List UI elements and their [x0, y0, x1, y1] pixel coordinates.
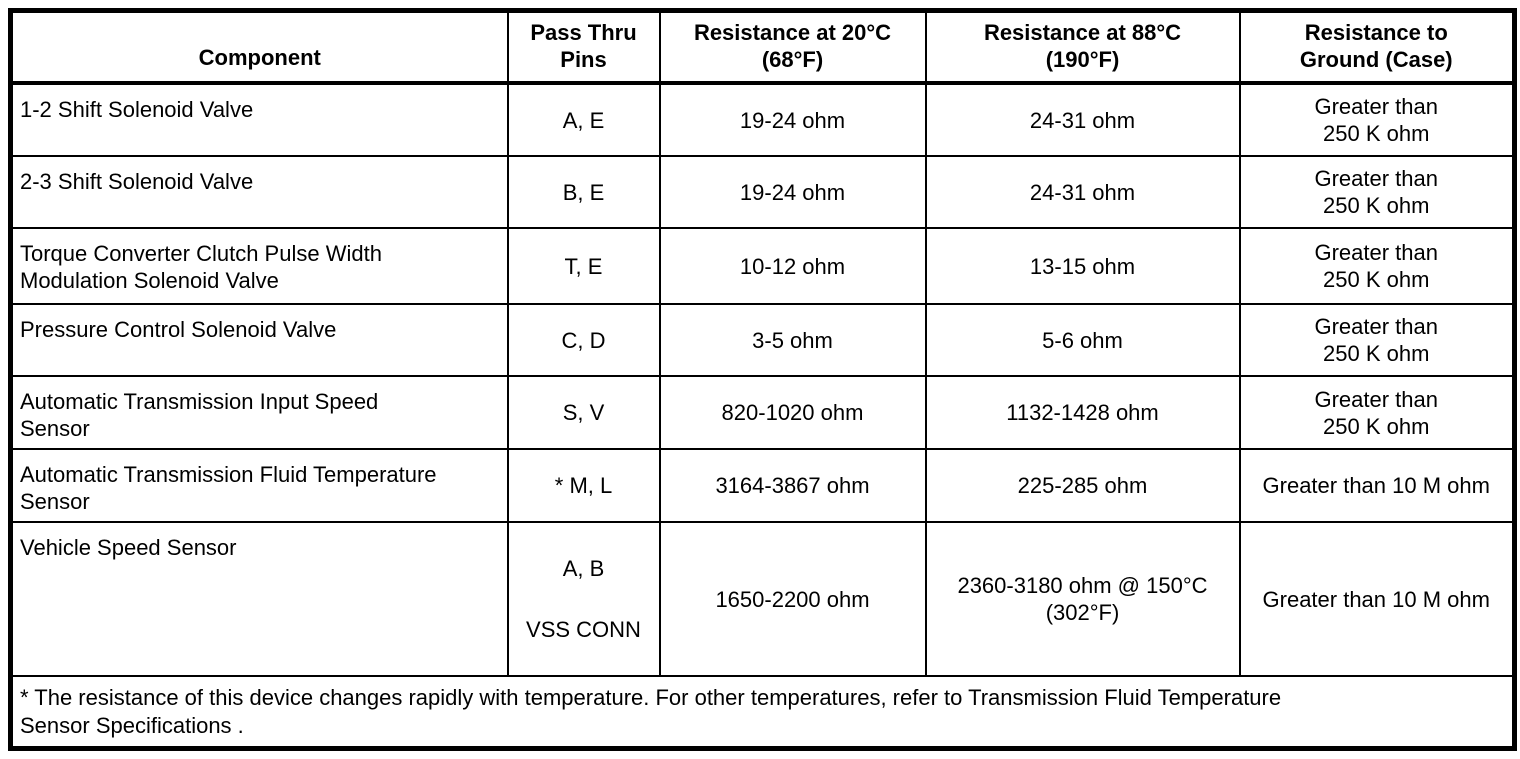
pins-stack: A, B VSS CONN — [513, 552, 655, 646]
cell-resistance-88c: 24-31 ohm — [924, 82, 1241, 157]
cell-pass-thru-pins: A, E — [506, 82, 661, 157]
cell-resistance-88c: 225-285 ohm — [924, 448, 1241, 523]
cell-resistance-88c: 5-6 ohm — [924, 303, 1241, 377]
table-row: Pressure Control Solenoid Valve C, D 3-5… — [9, 303, 1516, 377]
column-header-resistance-ground: Resistance to Ground (Case) — [1238, 9, 1516, 85]
footnote-row: * The resistance of this device changes … — [9, 675, 1516, 750]
table-row: Vehicle Speed Sensor A, B VSS CONN 1650-… — [9, 521, 1516, 677]
cell-resistance-20c: 1650-2200 ohm — [658, 521, 927, 677]
cell-component: Pressure Control Solenoid Valve — [9, 303, 509, 377]
footnote: * The resistance of this device changes … — [9, 675, 1516, 750]
column-header-resistance-20c: Resistance at 20°C (68°F) — [658, 9, 927, 85]
cell-pins-primary: A, B — [562, 556, 605, 581]
cell-pins-secondary: VSS CONN — [526, 617, 641, 642]
cell-resistance-ground: Greater than 250 K ohm — [1238, 375, 1516, 450]
cell-resistance-88c: 2360-3180 ohm @ 150°C (302°F) — [924, 521, 1241, 677]
column-header-pass-thru-pins: Pass Thru Pins — [506, 9, 661, 85]
cell-resistance-20c: 3164-3867 ohm — [658, 448, 927, 523]
cell-resistance-ground: Greater than 250 K ohm — [1238, 82, 1516, 157]
resistance-spec-table: Component Pass Thru Pins Resistance at 2… — [8, 8, 1517, 751]
cell-resistance-ground: Greater than 10 M ohm — [1238, 521, 1516, 677]
cell-resistance-ground: Greater than 250 K ohm — [1238, 303, 1516, 377]
cell-resistance-20c: 3-5 ohm — [658, 303, 927, 377]
column-header-resistance-88c: Resistance at 88°C (190°F) — [924, 9, 1241, 85]
cell-pass-thru-pins: A, B VSS CONN — [506, 521, 661, 677]
cell-pass-thru-pins: S, V — [506, 375, 661, 450]
table-row: Torque Converter Clutch Pulse Width Modu… — [9, 227, 1516, 305]
cell-resistance-20c: 10-12 ohm — [658, 227, 927, 305]
header-row: Component Pass Thru Pins Resistance at 2… — [9, 9, 1516, 85]
cell-component: Automatic Transmission Fluid Temperature… — [9, 448, 509, 523]
cell-resistance-88c: 24-31 ohm — [924, 155, 1241, 229]
cell-component: Torque Converter Clutch Pulse Width Modu… — [9, 227, 509, 305]
cell-resistance-20c: 820-1020 ohm — [658, 375, 927, 450]
cell-pass-thru-pins: B, E — [506, 155, 661, 229]
cell-resistance-ground: Greater than 10 M ohm — [1238, 448, 1516, 523]
cell-resistance-88c: 13-15 ohm — [924, 227, 1241, 305]
table-row: 2-3 Shift Solenoid Valve B, E 19-24 ohm … — [9, 155, 1516, 229]
column-header-component: Component — [9, 9, 509, 85]
table-row: Automatic Transmission Input Speed Senso… — [9, 375, 1516, 450]
cell-resistance-ground: Greater than 250 K ohm — [1238, 227, 1516, 305]
cell-pass-thru-pins: C, D — [506, 303, 661, 377]
table-row: 1-2 Shift Solenoid Valve A, E 19-24 ohm … — [9, 82, 1516, 157]
table-row: Automatic Transmission Fluid Temperature… — [9, 448, 1516, 523]
cell-resistance-20c: 19-24 ohm — [658, 155, 927, 229]
cell-resistance-ground: Greater than 250 K ohm — [1238, 155, 1516, 229]
cell-resistance-88c: 1132-1428 ohm — [924, 375, 1241, 450]
cell-component: Automatic Transmission Input Speed Senso… — [9, 375, 509, 450]
cell-component: 2-3 Shift Solenoid Valve — [9, 155, 509, 229]
cell-component: 1-2 Shift Solenoid Valve — [9, 82, 509, 157]
cell-pass-thru-pins: T, E — [506, 227, 661, 305]
cell-resistance-20c: 19-24 ohm — [658, 82, 927, 157]
cell-pass-thru-pins: * M, L — [506, 448, 661, 523]
cell-component: Vehicle Speed Sensor — [9, 521, 509, 677]
